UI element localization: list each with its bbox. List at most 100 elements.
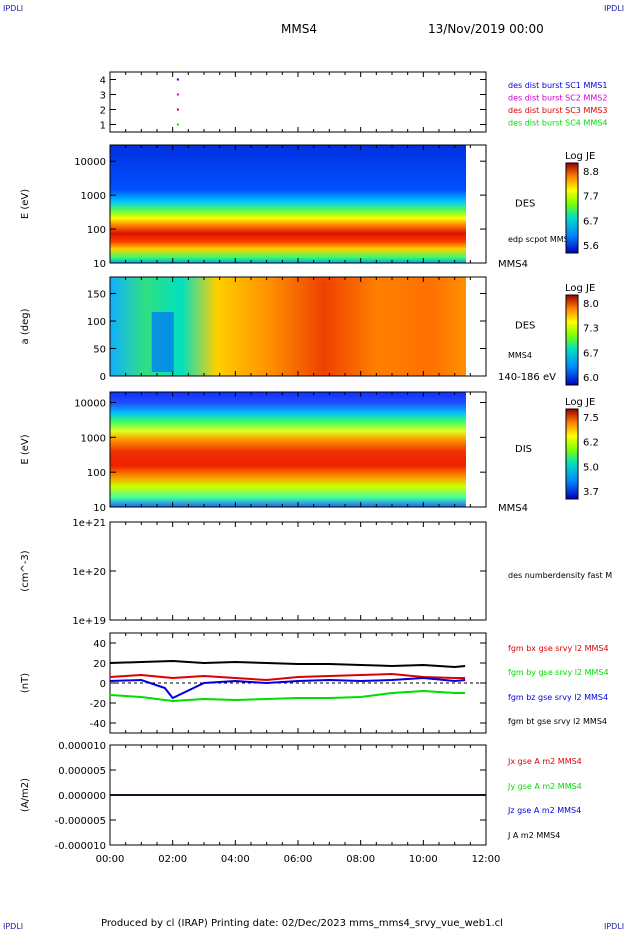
legend-burst-2: des dist burst SC2 MMS2	[508, 94, 607, 103]
y-tick-label-3: 50	[93, 345, 106, 356]
panel-sublabel-3: MMS4	[508, 351, 532, 360]
footer-credit: Produced by cl (IRAP) Printing date: 02/…	[101, 918, 503, 929]
colorbar-tick-2: 8.8	[583, 167, 599, 178]
panel-sublabel-2: edp scpot MMS4	[508, 235, 574, 244]
y-tick-label-4: 10	[93, 503, 106, 514]
legend-current-1: Jy gse A m2 MMS4	[507, 782, 582, 791]
pitch-blue-patch	[151, 312, 174, 372]
x-tick-label: 10:00	[409, 854, 438, 865]
spacecraft-title: MMS4	[281, 22, 317, 36]
y-tick-label-6: -20	[90, 699, 106, 710]
datetime-title: 13/Nov/2019 00:00	[428, 22, 544, 36]
y-axis-label-2: E (eV)	[20, 189, 31, 219]
y-tick-label-1: 3	[100, 91, 106, 102]
colorbar-tick-4: 7.5	[583, 413, 599, 424]
x-tick-label: 08:00	[346, 854, 375, 865]
panel-bottom-label-3: 140-186 eV	[498, 372, 556, 383]
colorbar-tick-3: 7.3	[583, 324, 599, 335]
y-tick-label-7: 0.000005	[58, 766, 106, 777]
y-axis-label-6: (nT)	[20, 673, 31, 693]
colorbar-tick-3: 6.0	[583, 373, 599, 384]
corner-mark-top-right: IPDLI	[604, 4, 625, 13]
y-tick-label-1: 2	[100, 106, 106, 117]
y-tick-label-5: 1e+20	[72, 567, 106, 578]
colorbar-tick-3: 6.7	[583, 348, 599, 359]
burst-marker	[176, 108, 179, 111]
x-tick-label: 02:00	[158, 854, 187, 865]
y-tick-label-7: -0.000005	[55, 816, 106, 827]
burst-marker	[176, 123, 179, 126]
y-tick-label-6: 0	[100, 679, 106, 690]
y-tick-label-7: 0.000010	[58, 741, 106, 752]
colorbar-tick-3: 8.0	[583, 299, 599, 310]
panel-label-2: DES	[515, 198, 535, 209]
y-tick-label-2: 1000	[81, 191, 106, 202]
burst-marker	[176, 93, 179, 96]
legend-burst-4: des dist burst SC4 MMS4	[508, 119, 607, 128]
fgm-series-line	[109, 659, 466, 669]
y-tick-label-4: 10000	[74, 398, 106, 409]
fgm-series-line	[109, 676, 466, 700]
y-tick-label-2: 10	[93, 259, 106, 270]
colorbar-tick-2: 5.6	[583, 241, 599, 252]
colorbar-title-2: Log JE	[565, 151, 595, 162]
legend-fgm-3: fgm bt gse srvy l2 MMS4	[508, 717, 607, 726]
y-tick-label-5: 1e+21	[72, 518, 106, 529]
y-axis-label-7: (A/m2)	[20, 778, 31, 812]
legend-current-0: Jx gse A m2 MMS4	[507, 757, 582, 766]
colorbar-tick-2: 6.7	[583, 216, 599, 227]
y-tick-label-3: 0	[100, 372, 106, 383]
colorbar-tick-4: 6.2	[583, 438, 599, 449]
colorbar-tick-4: 3.7	[583, 487, 599, 498]
x-tick-label: 06:00	[284, 854, 313, 865]
y-tick-label-6: 20	[93, 659, 106, 670]
corner-mark-bottom-left: IPDLI	[3, 922, 24, 931]
fgm-series-line	[109, 689, 466, 703]
panel-frame-5	[109, 521, 487, 621]
x-tick-label: 00:00	[96, 854, 125, 865]
burst-marker	[176, 78, 179, 81]
y-axis-label-4: E (eV)	[20, 434, 31, 464]
colorbar-tick-2: 7.7	[583, 192, 599, 203]
panel-label-3: DES	[515, 320, 535, 331]
colorbar-2	[565, 162, 579, 254]
colorbar-3	[565, 294, 579, 386]
colorbar-tick-4: 5.0	[583, 462, 599, 473]
colorbar-title-3: Log JE	[565, 283, 595, 294]
y-tick-label-7: 0.000000	[58, 791, 106, 802]
x-tick-label: 12:00	[472, 854, 501, 865]
panel-bottom-label-4: MMS4	[498, 503, 528, 514]
panel-frame-1	[109, 71, 487, 133]
corner-mark-bottom-right: IPDLI	[604, 922, 625, 931]
colorbar-4	[565, 408, 579, 500]
y-tick-label-1: 4	[100, 76, 106, 87]
y-axis-label-5: (cm^-3)	[20, 550, 31, 591]
panel-label-4: DIS	[515, 444, 532, 455]
y-tick-label-5: 1e+19	[72, 616, 106, 627]
y-tick-label-2: 100	[87, 225, 106, 236]
y-tick-label-6: -40	[90, 719, 106, 730]
y-tick-label-2: 10000	[74, 157, 106, 168]
colorbar-title-4: Log JE	[565, 397, 595, 408]
spectrogram-4	[110, 392, 466, 507]
legend-burst-3: des dist burst SC3 MMS3	[508, 106, 607, 115]
legend-current-2: Jz gse A m2 MMS4	[507, 806, 581, 815]
legend-density: des numberdensity fast M	[508, 571, 612, 580]
legend-fgm-1: fgm by gse srvy l2 MMS4	[508, 668, 609, 677]
y-tick-label-4: 100	[87, 468, 106, 479]
x-tick-label: 04:00	[221, 854, 250, 865]
panel-bottom-label-2: MMS4	[498, 259, 528, 270]
legend-current-3: J A m2 MMS4	[507, 831, 560, 840]
y-tick-label-7: -0.000010	[55, 841, 106, 852]
y-tick-label-1: 1	[100, 121, 106, 132]
legend-burst-1: des dist burst SC1 MMS1	[508, 81, 607, 90]
spectrogram-2	[110, 145, 466, 263]
corner-mark-top-left: IPDLI	[3, 4, 24, 13]
y-tick-label-3: 100	[87, 317, 106, 328]
y-tick-label-6: 40	[93, 639, 106, 650]
y-tick-label-3: 150	[87, 290, 106, 301]
legend-fgm-0: fgm bx gse srvy l2 MMS4	[508, 644, 609, 653]
y-tick-label-4: 1000	[81, 433, 106, 444]
y-axis-label-3: a (deg)	[20, 308, 31, 344]
